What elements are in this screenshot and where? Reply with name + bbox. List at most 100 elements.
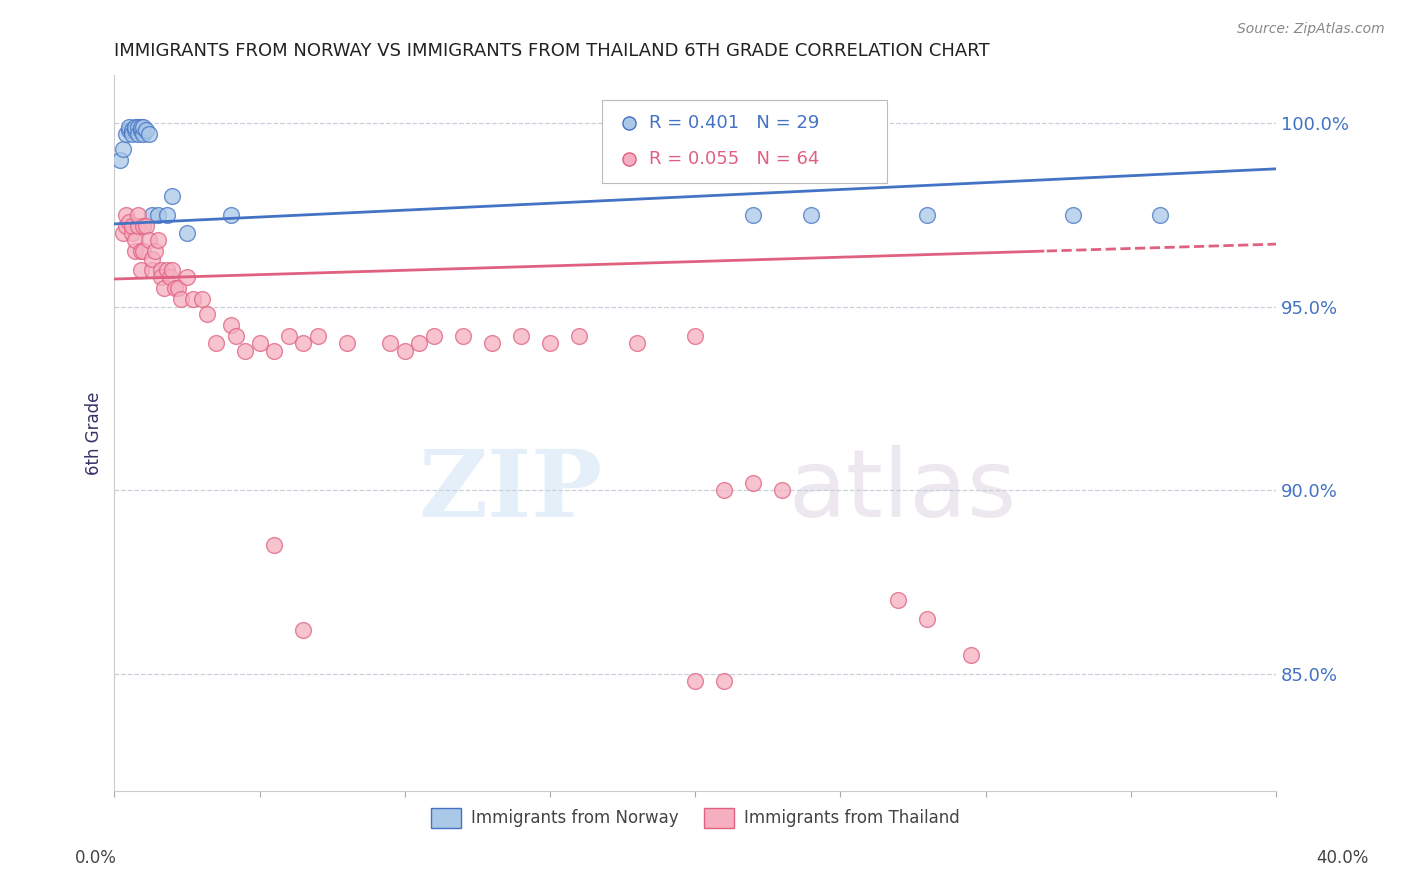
Point (451, 329, 474, 343)
Point (225, 329, 247, 343)
Point (121, 123, 143, 137)
Point (423, 329, 446, 343)
Point (118, 120, 141, 134)
Point (1149, 208, 1171, 222)
Text: 40.0%: 40.0% (1316, 849, 1369, 867)
Point (190, 292, 212, 306)
Point (141, 208, 163, 222)
Point (742, 208, 765, 222)
Point (146, 208, 169, 222)
Point (129, 244, 152, 259)
Point (742, 475, 765, 490)
Point (336, 336, 359, 351)
Point (135, 123, 157, 137)
Point (162, 263, 184, 277)
Point (307, 329, 329, 343)
Point (124, 234, 146, 248)
Point (887, 593, 910, 607)
Point (1389, 545, 1406, 559)
Point (481, 336, 503, 351)
Point (568, 329, 591, 343)
Point (408, 336, 430, 351)
Point (110, 153, 132, 167)
Point (1062, 208, 1084, 222)
Text: atlas: atlas (789, 444, 1017, 536)
Point (135, 219, 157, 233)
Point (181, 292, 204, 306)
Text: ZIP: ZIP (418, 445, 602, 535)
Point (263, 343, 285, 358)
Point (233, 343, 256, 358)
Point (249, 336, 271, 351)
Point (165, 281, 187, 295)
Text: R = 0.401   N = 29: R = 0.401 N = 29 (648, 114, 820, 132)
Point (219, 208, 242, 222)
Point (800, 208, 823, 222)
Text: 0.0%: 0.0% (75, 849, 117, 867)
Point (132, 120, 155, 134)
Point (159, 270, 181, 285)
Point (127, 120, 149, 134)
Point (115, 219, 138, 233)
Point (195, 307, 218, 321)
Point (277, 329, 299, 343)
Point (713, 674, 735, 689)
Point (138, 234, 160, 248)
Point (770, 116, 793, 130)
Point (121, 219, 143, 233)
Point (146, 234, 169, 248)
Point (118, 123, 141, 137)
Point (683, 329, 706, 343)
Point (176, 270, 198, 285)
Point (380, 336, 402, 351)
Point (770, 483, 793, 498)
Point (713, 483, 735, 498)
Point (1389, 362, 1406, 376)
Point (156, 208, 179, 222)
Point (127, 208, 149, 222)
FancyBboxPatch shape (602, 100, 887, 183)
Point (127, 127, 149, 141)
Point (132, 244, 155, 259)
Text: R = 0.055   N = 64: R = 0.055 N = 64 (648, 150, 820, 168)
Point (121, 226, 143, 240)
Point (129, 263, 152, 277)
Point (143, 244, 166, 259)
Point (156, 263, 179, 277)
Point (219, 318, 242, 332)
Point (121, 127, 143, 141)
Point (167, 281, 190, 295)
Point (205, 336, 228, 351)
Point (141, 263, 163, 277)
Point (263, 538, 285, 552)
Point (138, 127, 160, 141)
Point (118, 215, 141, 229)
Point (162, 189, 184, 203)
Point (170, 292, 193, 306)
Point (115, 127, 138, 141)
Point (149, 263, 172, 277)
Point (149, 270, 172, 285)
Y-axis label: 6th Grade: 6th Grade (86, 392, 103, 475)
Point (176, 226, 198, 240)
Text: Source: ZipAtlas.com: Source: ZipAtlas.com (1237, 22, 1385, 37)
Point (129, 123, 152, 137)
Point (141, 252, 163, 266)
Point (960, 648, 983, 663)
Point (127, 219, 149, 233)
Point (115, 208, 138, 222)
Point (917, 208, 939, 222)
Point (626, 336, 648, 351)
Point (132, 127, 155, 141)
Point (292, 336, 315, 351)
Point (124, 244, 146, 259)
Point (124, 123, 146, 137)
Point (917, 612, 939, 626)
Point (112, 142, 135, 156)
Point (394, 343, 416, 358)
Text: IMMIGRANTS FROM NORWAY VS IMMIGRANTS FROM THAILAND 6TH GRADE CORRELATION CHART: IMMIGRANTS FROM NORWAY VS IMMIGRANTS FRO… (114, 42, 990, 60)
Point (683, 674, 706, 689)
Point (112, 226, 135, 240)
Point (510, 329, 533, 343)
Point (292, 623, 315, 637)
